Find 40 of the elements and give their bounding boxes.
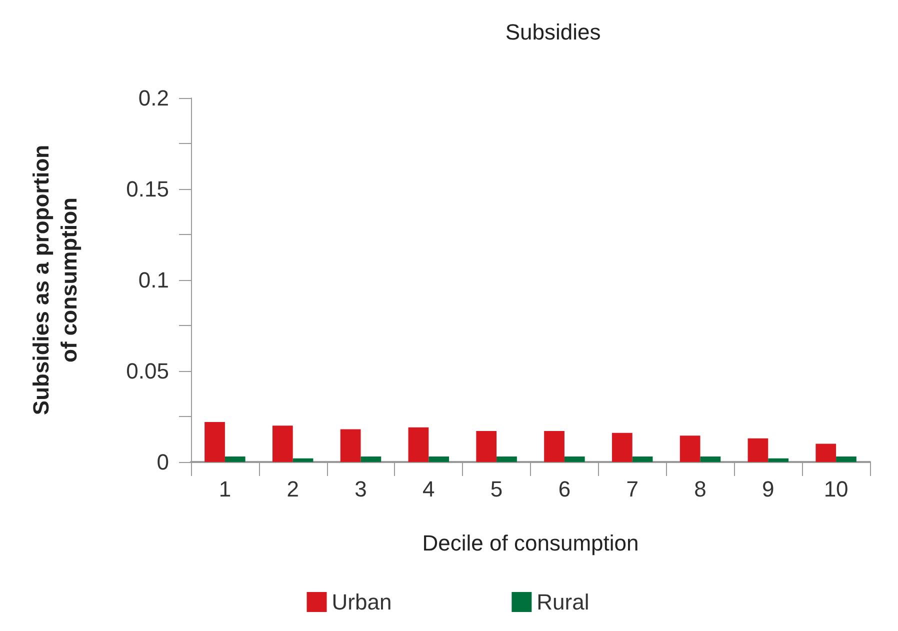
bar	[564, 456, 585, 462]
x-tick-label: 5	[490, 476, 503, 502]
bar	[836, 456, 856, 462]
bar	[340, 429, 361, 462]
y-tick-label: 0.15	[126, 176, 169, 202]
bar	[632, 456, 653, 462]
x-tick-label: 8	[694, 476, 706, 502]
bar	[544, 431, 564, 462]
y-tick-label: 0.1	[138, 268, 169, 292]
x-tick-label: 1	[218, 476, 232, 502]
bar	[748, 438, 768, 462]
x-tick-label: 6	[558, 476, 571, 502]
x-tick-label: 2	[286, 476, 299, 502]
bar	[292, 458, 314, 462]
bar	[700, 456, 721, 462]
bar	[612, 432, 632, 462]
y-axis-title: Subsidies as a proportion of consumption	[28, 144, 82, 416]
x-tick-label: 3	[354, 476, 367, 502]
bar	[496, 456, 517, 462]
bar	[816, 444, 836, 462]
bar	[680, 436, 700, 462]
legend-label: Rural	[536, 590, 590, 614]
bar	[224, 456, 246, 462]
x-axis-title: Decile of consumption	[422, 530, 639, 556]
y-tick-label: 0.2	[138, 86, 169, 110]
bar	[768, 458, 789, 462]
x-tick-label: 7	[626, 476, 638, 502]
y-tick-label: 0	[156, 450, 169, 474]
x-tick-label: 10	[824, 476, 848, 502]
x-tick-label: 4	[422, 476, 435, 502]
x-tick-label: 9	[762, 476, 774, 502]
bar	[408, 427, 429, 462]
legend-label: Urban	[332, 590, 392, 614]
bar	[272, 426, 293, 462]
bar	[476, 431, 497, 462]
bar	[428, 456, 450, 462]
y-tick-label: 0.05	[126, 358, 169, 384]
chart-title: Subsidies	[505, 20, 601, 44]
bar	[204, 422, 225, 462]
bar	[360, 456, 382, 462]
